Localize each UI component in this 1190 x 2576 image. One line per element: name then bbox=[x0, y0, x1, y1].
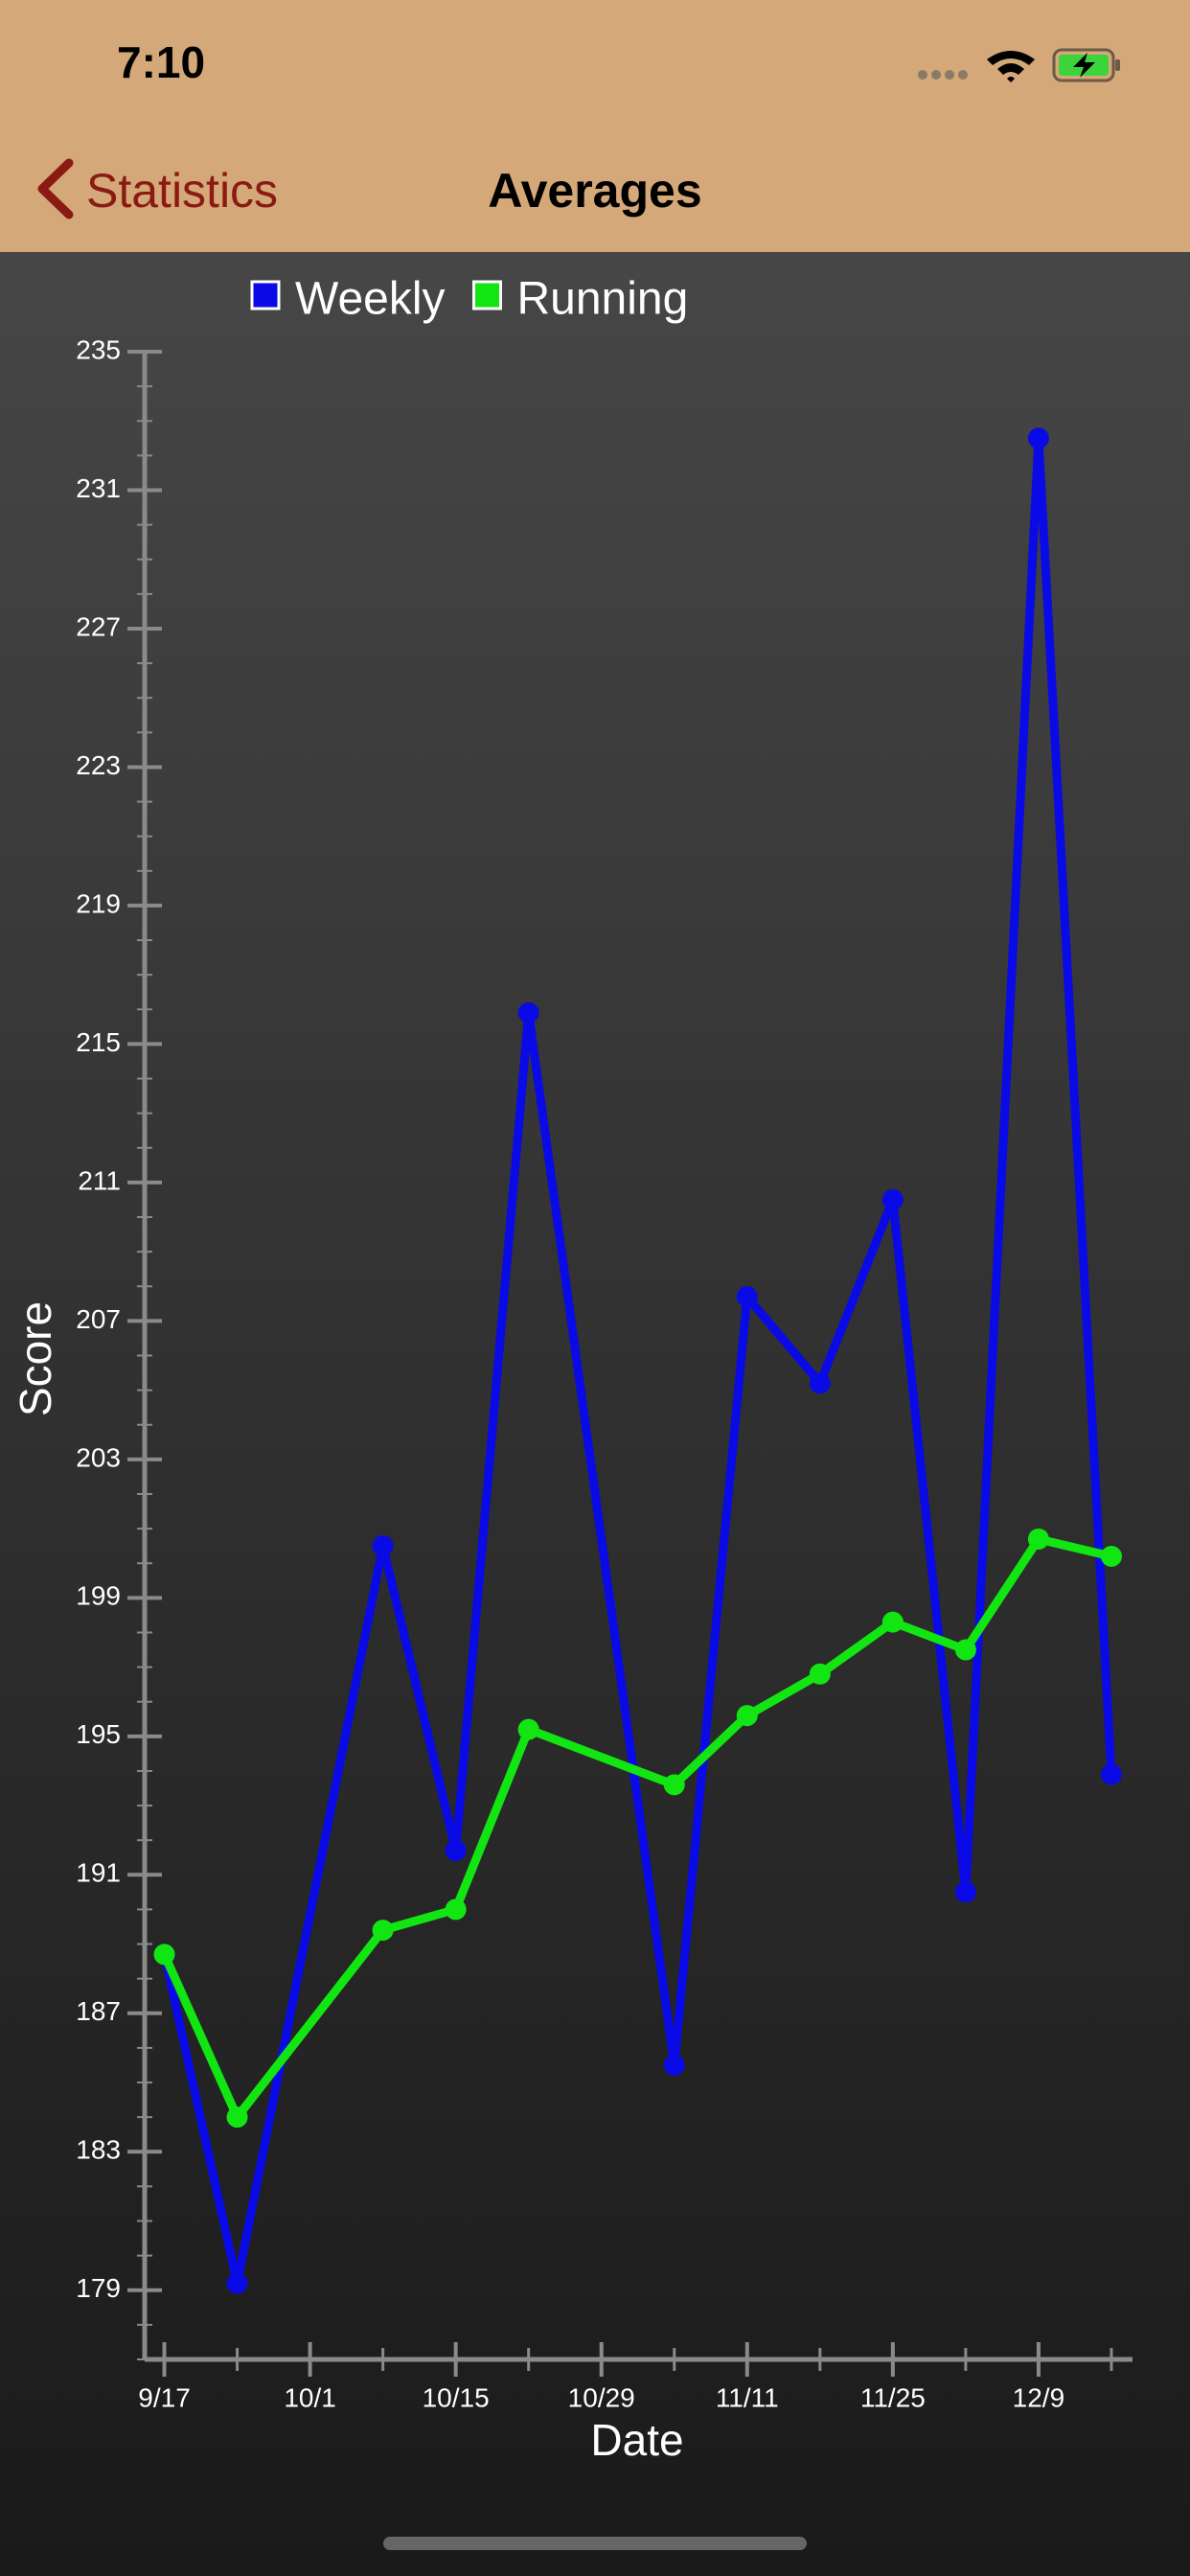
y-tick-label: 183 bbox=[76, 2135, 121, 2165]
data-point bbox=[736, 1286, 758, 1308]
data-point bbox=[1100, 1546, 1122, 1567]
x-tick-label: 10/15 bbox=[423, 2382, 490, 2412]
y-tick-label: 195 bbox=[76, 1719, 121, 1749]
data-point bbox=[1027, 1528, 1049, 1550]
data-point bbox=[809, 1663, 831, 1685]
y-tick-label: 223 bbox=[76, 750, 121, 780]
legend-swatch bbox=[250, 280, 281, 310]
series-line bbox=[160, 438, 1116, 2285]
data-point bbox=[736, 1705, 758, 1727]
data-point bbox=[881, 1611, 904, 1633]
data-point bbox=[809, 1372, 831, 1394]
data-point bbox=[226, 2272, 248, 2294]
y-tick-label: 211 bbox=[78, 1165, 121, 1195]
legend-swatch bbox=[472, 280, 502, 310]
y-tick-label: 179 bbox=[76, 2273, 121, 2303]
x-tick-label: 12/9 bbox=[1013, 2382, 1065, 2412]
data-point bbox=[1100, 1763, 1122, 1785]
data-point bbox=[663, 2054, 685, 2076]
x-axis-label: Date bbox=[590, 2415, 683, 2465]
x-tick-label: 10/29 bbox=[568, 2382, 635, 2412]
data-point bbox=[372, 1535, 394, 1557]
y-tick-label: 199 bbox=[76, 1581, 121, 1611]
y-tick-label: 227 bbox=[76, 611, 121, 641]
y-tick-label: 219 bbox=[76, 888, 121, 918]
y-tick-label: 215 bbox=[76, 1027, 121, 1057]
y-tick-label: 203 bbox=[76, 1442, 121, 1472]
y-tick-label: 187 bbox=[76, 1996, 121, 2026]
legend-label: Running bbox=[517, 274, 689, 325]
y-tick-label: 235 bbox=[76, 334, 121, 364]
x-tick-label: 10/1 bbox=[284, 2382, 336, 2412]
data-point bbox=[954, 1881, 976, 1903]
data-point bbox=[153, 1944, 175, 1966]
y-tick-label: 191 bbox=[76, 1858, 121, 1888]
data-point bbox=[372, 1920, 394, 1942]
home-indicator bbox=[383, 2537, 807, 2550]
data-point bbox=[517, 1001, 539, 1024]
y-tick-label: 231 bbox=[76, 473, 121, 503]
status-time: 7:10 bbox=[117, 37, 206, 87]
nav-bar: 7:10 Statistics Averages bbox=[0, 0, 1190, 252]
data-point bbox=[445, 1898, 467, 1920]
y-tick-label: 207 bbox=[76, 1304, 121, 1334]
data-point bbox=[445, 1840, 467, 1862]
back-button[interactable]: Statistics bbox=[86, 164, 279, 218]
series-line bbox=[160, 1533, 1112, 2126]
data-point bbox=[517, 1718, 539, 1740]
x-tick-label: 11/11 bbox=[716, 2382, 779, 2412]
status-icons bbox=[918, 48, 1120, 82]
data-point bbox=[881, 1188, 904, 1210]
x-tick-label: 11/25 bbox=[860, 2382, 926, 2412]
data-point bbox=[954, 1639, 976, 1661]
x-tick-label: 9/17 bbox=[138, 2382, 191, 2412]
data-point bbox=[1027, 427, 1049, 449]
legend-label: Weekly bbox=[295, 274, 446, 325]
nav-title: Averages bbox=[488, 164, 702, 218]
data-point bbox=[226, 2106, 248, 2128]
data-point bbox=[663, 1774, 685, 1796]
back-chevron[interactable] bbox=[34, 157, 77, 220]
y-axis-label: Score bbox=[11, 1301, 60, 1416]
